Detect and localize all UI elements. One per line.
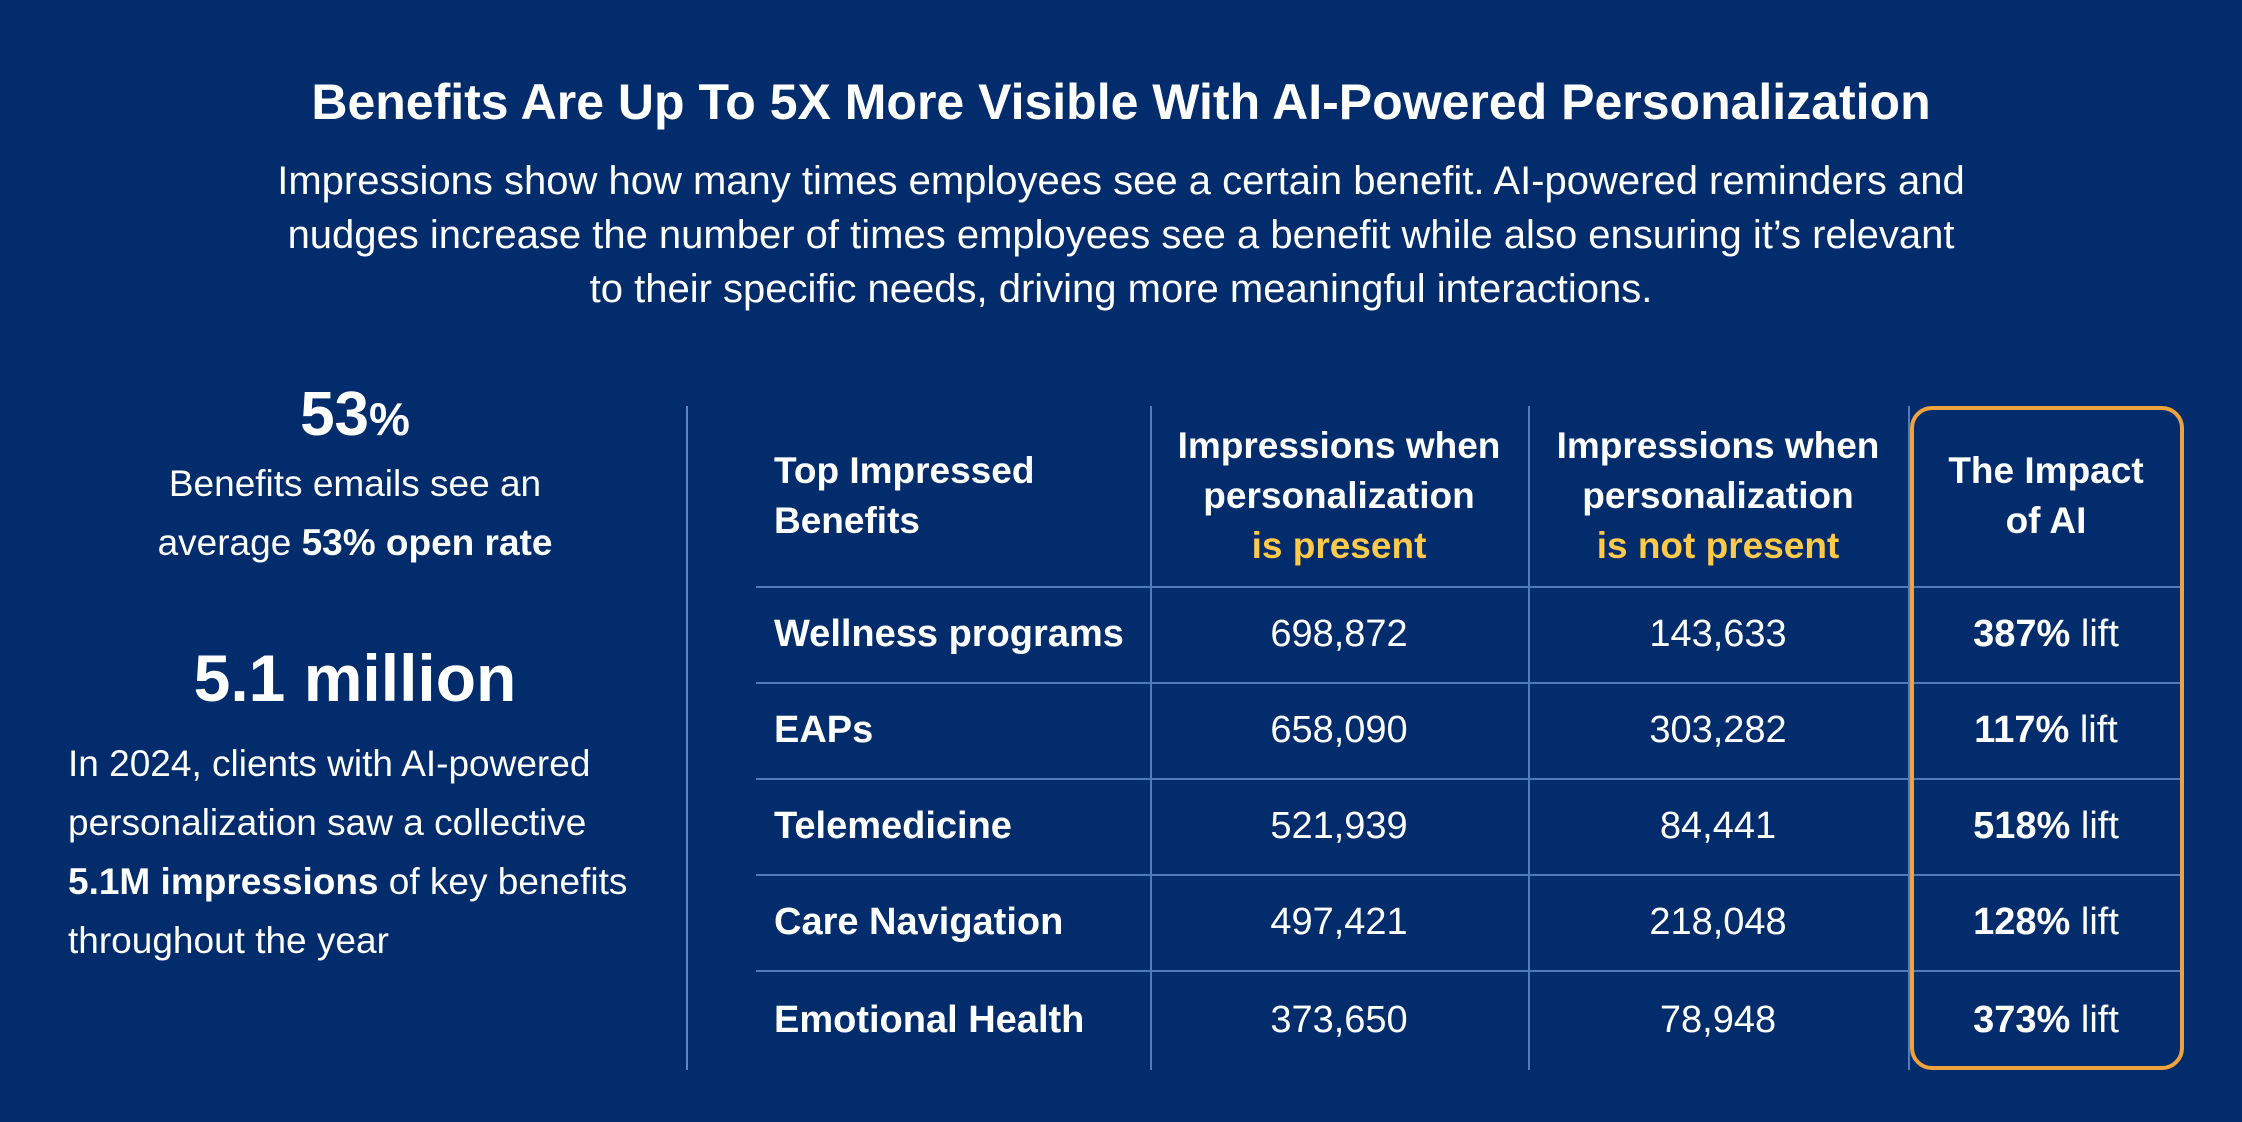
benefits-table: Top Impressed Benefits Impressions when …	[756, 406, 2184, 1070]
table-divider	[756, 970, 2184, 972]
table-divider	[1528, 406, 1530, 1070]
header-present: Impressions when personalization is prese…	[1177, 425, 1501, 566]
table-divider	[1150, 406, 1152, 1070]
benefit-name: Wellness programs	[774, 613, 1124, 655]
lift-value: 387% lift	[1973, 613, 2119, 655]
table-divider	[756, 874, 2184, 876]
open-rate-description: Benefits emails see an average 53% open …	[157, 463, 553, 563]
lift-value: 373% lift	[1973, 999, 2119, 1041]
open-rate-number: 53%	[300, 380, 410, 449]
present-value: 698,872	[1270, 613, 1408, 655]
not-present-value: 303,282	[1649, 709, 1787, 751]
benefit-name: EAPs	[774, 709, 874, 751]
table-divider	[756, 682, 2184, 684]
impressions-number: 5.1 million	[193, 641, 517, 715]
impressions-stat: 5.1 million	[60, 640, 650, 716]
intro-paragraph: Impressions show how many times employee…	[160, 154, 2082, 316]
present-value: 521,939	[1270, 805, 1408, 847]
open-rate-stat: 53% Benefits emails see an average 53% o…	[60, 380, 650, 572]
lift-value: 518% lift	[1973, 805, 2119, 847]
intro-line: nudges increase the number of times empl…	[287, 213, 1955, 257]
header-not-present: Impressions when personalization is not p…	[1556, 425, 1880, 566]
not-present-value: 78,948	[1659, 999, 1777, 1041]
not-present-value: 84,441	[1659, 805, 1777, 847]
benefit-name: Care Navigation	[774, 901, 1064, 943]
benefit-name: Telemedicine	[774, 805, 1012, 847]
table-divider	[756, 586, 2184, 588]
intro-line: Impressions show how many times employee…	[277, 159, 1965, 203]
lift-value: 117% lift	[1974, 709, 2118, 751]
page-title: Benefits Are Up To 5X More Visible With …	[311, 74, 1931, 130]
impressions-description: In 2024, clients with AI-powered persona…	[68, 743, 628, 961]
table-divider	[756, 778, 2184, 780]
present-value: 658,090	[1270, 709, 1408, 751]
not-present-value: 143,633	[1649, 613, 1787, 655]
benefit-name: Emotional Health	[774, 999, 1085, 1041]
not-present-value: 218,048	[1649, 901, 1787, 943]
lift-value: 128% lift	[1973, 901, 2119, 943]
table-divider	[1908, 406, 1910, 1070]
header-impact: The Impact of AI	[1948, 450, 2144, 541]
impact-highlight-box	[1910, 406, 2184, 1070]
section-divider	[686, 406, 688, 1070]
present-value: 373,650	[1270, 999, 1408, 1041]
header-benefit: Top Impressed Benefits	[774, 450, 1035, 541]
intro-line: to their specific needs, driving more me…	[589, 267, 1653, 311]
present-value: 497,421	[1270, 901, 1408, 943]
